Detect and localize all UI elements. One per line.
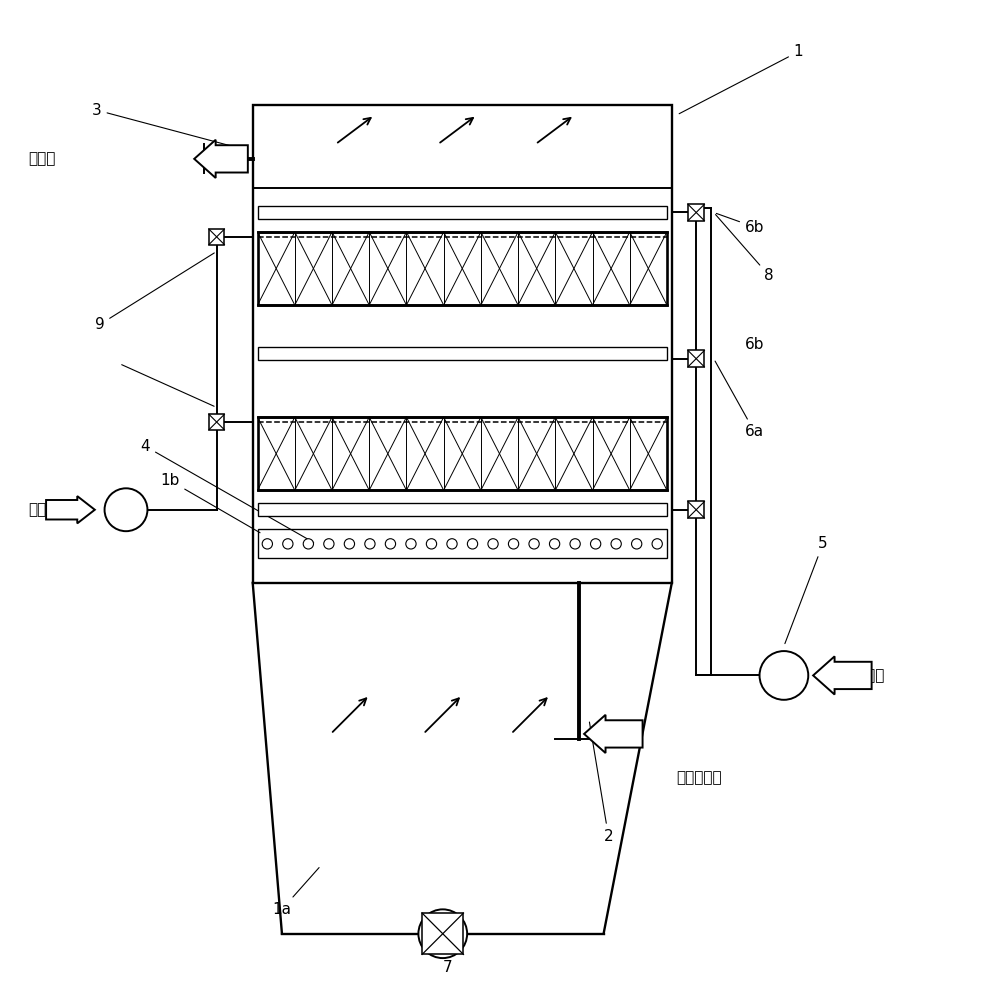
Bar: [258, 529, 666, 558]
Circle shape: [303, 539, 314, 549]
Circle shape: [488, 539, 498, 549]
Circle shape: [631, 539, 642, 549]
Circle shape: [419, 909, 467, 958]
Bar: [688, 204, 705, 221]
Text: 5: 5: [784, 536, 828, 644]
Circle shape: [344, 539, 355, 549]
FancyArrow shape: [46, 496, 94, 523]
Circle shape: [508, 539, 519, 549]
Bar: [258, 232, 666, 305]
FancyArrow shape: [584, 715, 643, 753]
FancyArrow shape: [195, 140, 248, 178]
FancyArrow shape: [813, 656, 872, 695]
Text: 8: 8: [716, 215, 774, 283]
Text: 7: 7: [442, 960, 452, 975]
Circle shape: [447, 539, 457, 549]
Text: 2: 2: [590, 722, 613, 844]
Circle shape: [591, 539, 601, 549]
Circle shape: [104, 488, 147, 531]
Circle shape: [283, 539, 293, 549]
Circle shape: [406, 539, 416, 549]
Bar: [208, 229, 224, 245]
Circle shape: [760, 651, 808, 700]
Text: 热风: 热风: [29, 502, 47, 517]
Bar: [258, 417, 666, 490]
Bar: [422, 913, 463, 954]
Text: 1a: 1a: [272, 868, 319, 917]
Circle shape: [549, 539, 559, 549]
Text: 6a: 6a: [715, 361, 764, 439]
Circle shape: [323, 539, 334, 549]
Text: 4: 4: [141, 439, 314, 542]
Bar: [253, 105, 671, 583]
Text: 1: 1: [679, 44, 803, 114]
Circle shape: [365, 539, 376, 549]
Circle shape: [385, 539, 395, 549]
Circle shape: [427, 539, 436, 549]
Bar: [258, 347, 666, 360]
Text: 3: 3: [91, 103, 240, 148]
Text: 9: 9: [94, 253, 214, 332]
Bar: [258, 232, 666, 305]
Text: 净烟气: 净烟气: [29, 151, 56, 166]
Text: 6b: 6b: [717, 213, 765, 235]
Text: 焦炉烟道气: 焦炉烟道气: [676, 770, 723, 785]
Bar: [258, 206, 666, 219]
Bar: [688, 501, 705, 518]
Bar: [208, 414, 224, 430]
Circle shape: [652, 539, 663, 549]
Text: 冲洗水: 冲洗水: [857, 668, 885, 683]
Circle shape: [467, 539, 478, 549]
Circle shape: [262, 539, 272, 549]
Circle shape: [529, 539, 540, 549]
Circle shape: [611, 539, 621, 549]
Bar: [258, 417, 666, 490]
Bar: [688, 350, 705, 367]
Text: 6b: 6b: [745, 337, 765, 352]
Circle shape: [570, 539, 580, 549]
Bar: [258, 503, 666, 516]
Text: 1b: 1b: [160, 473, 260, 533]
